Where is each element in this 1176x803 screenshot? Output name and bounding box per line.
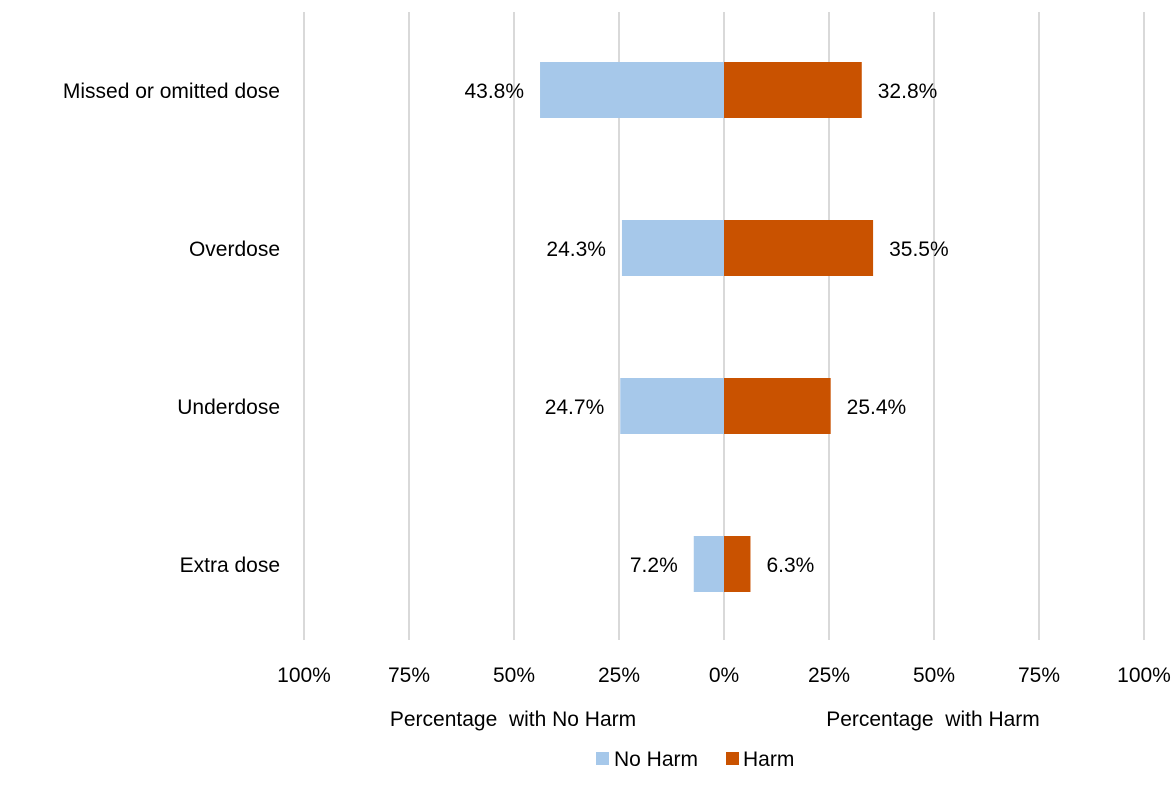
bar-no-harm — [693, 536, 724, 592]
bar-no-harm — [620, 378, 724, 434]
x-tick-label: 100% — [1117, 664, 1171, 687]
legend-label-no-harm: No Harm — [614, 748, 698, 771]
x-tick-label: 25% — [808, 664, 850, 687]
bar-no-harm — [621, 220, 724, 276]
x-tick-label: 75% — [1018, 664, 1060, 687]
x-tick-label: 75% — [388, 664, 430, 687]
category-label: Extra dose — [180, 554, 280, 577]
legend: No Harm Harm — [596, 748, 794, 771]
bars — [540, 62, 874, 592]
legend-label-harm: Harm — [743, 748, 794, 771]
category-label: Overdose — [189, 238, 280, 261]
data-label-harm: 35.5% — [889, 238, 949, 261]
x-tick-label: 50% — [913, 664, 955, 687]
data-label-harm: 32.8% — [878, 80, 938, 103]
data-label-no-harm: 43.8% — [464, 80, 524, 103]
data-label-harm: 6.3% — [766, 554, 814, 577]
data-label-no-harm: 7.2% — [630, 554, 678, 577]
bar-harm — [724, 536, 751, 592]
data-label-no-harm: 24.7% — [545, 396, 605, 419]
labels: 100% 75% 50% 25% 0% 25% 50% 75% 100% Missed or om… — [63, 80, 1171, 687]
legend-swatch-no-harm — [596, 752, 609, 765]
data-label-no-harm: 24.3% — [546, 238, 606, 261]
bar-harm — [724, 220, 874, 276]
bar-no-harm — [540, 62, 724, 118]
x-tick-label: 50% — [493, 664, 535, 687]
x-axis-title-right: Percentage with Harm — [826, 708, 1040, 731]
x-tick-label: 100% — [277, 664, 331, 687]
category-label: Underdose — [177, 396, 280, 419]
bar-harm — [724, 378, 831, 434]
legend-swatch-harm — [726, 752, 739, 765]
x-axis-title-left: Percentage with No Harm — [390, 708, 636, 731]
data-label-harm: 25.4% — [847, 396, 907, 419]
x-tick-label: 0% — [709, 664, 739, 687]
x-tick-label: 25% — [598, 664, 640, 687]
bar-harm — [724, 62, 862, 118]
category-label: Missed or omitted dose — [63, 80, 280, 103]
